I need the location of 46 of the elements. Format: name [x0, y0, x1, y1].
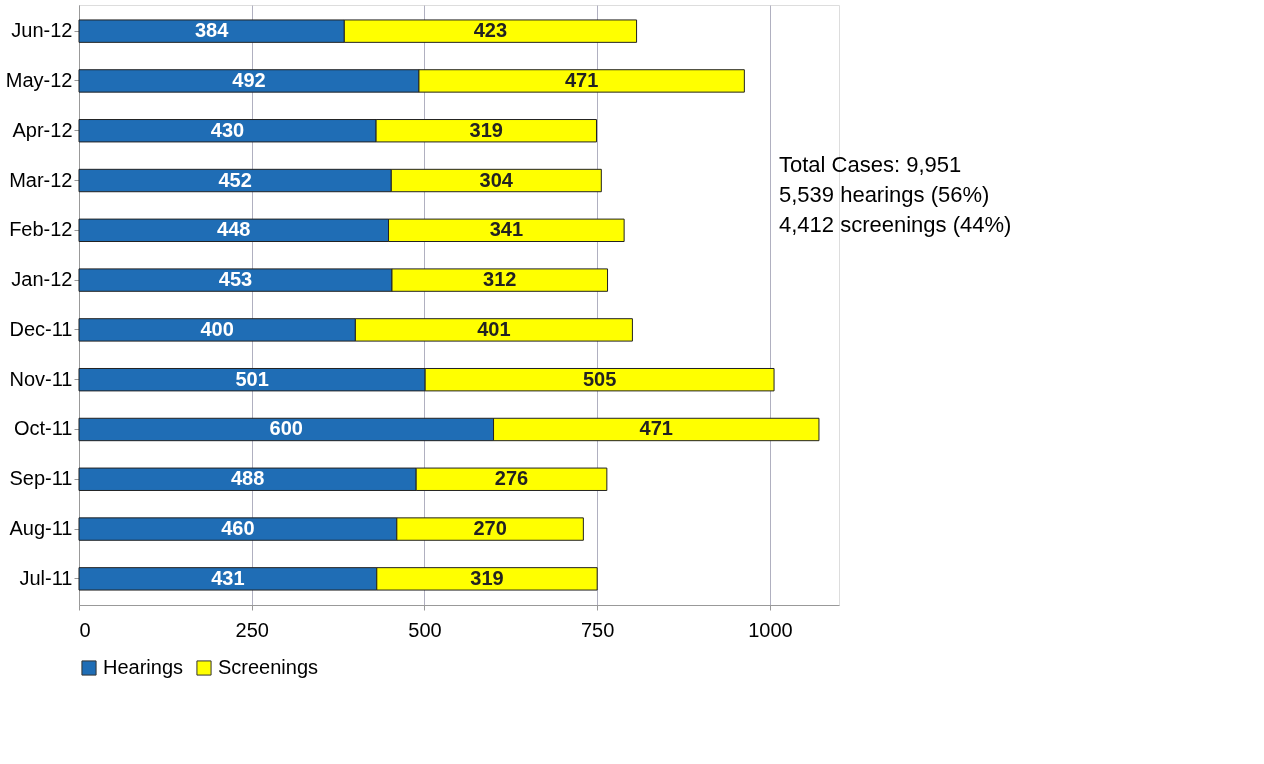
data-label: 276	[494, 467, 529, 490]
data-label: 453	[218, 268, 253, 291]
x-tick-label: 500	[408, 618, 442, 641]
y-tick-label: Apr-12	[12, 118, 73, 141]
y-tick-label: Aug-11	[9, 517, 73, 540]
y-tick-label: Jan-12	[11, 268, 73, 291]
data-label: 492	[232, 68, 266, 91]
y-tick-label: Feb-12	[9, 218, 73, 241]
data-label: 319	[469, 118, 503, 141]
legend-label: Hearings	[103, 656, 184, 678]
x-tick-label: 0	[79, 618, 91, 641]
x-tick-label: 1000	[748, 618, 793, 641]
data-label: 270	[473, 517, 507, 540]
y-tick-label: Dec-11	[9, 317, 73, 340]
y-tick-label: Oct-11	[13, 417, 73, 440]
y-tick-label: May-12	[5, 68, 73, 91]
data-label: 452	[218, 168, 252, 191]
data-label: 460	[221, 517, 255, 540]
y-tick-label: Mar-12	[9, 168, 73, 191]
data-label: 471	[564, 68, 599, 91]
legend-label: Screenings	[218, 656, 319, 678]
data-label: 431	[211, 566, 245, 589]
y-tick-label: Sep-11	[9, 467, 73, 490]
data-label: 488	[230, 467, 265, 490]
annotation: 4,412 screenings (44%)	[779, 212, 1012, 237]
data-label: 448	[217, 218, 251, 241]
data-label: 304	[479, 168, 514, 191]
annotation: Total Cases: 9,951	[779, 152, 962, 177]
data-label: 430	[210, 118, 245, 141]
data-label: 384	[194, 19, 230, 42]
data-label: 319	[470, 566, 504, 589]
data-label: 505	[582, 367, 617, 390]
data-label: 423	[473, 19, 508, 42]
data-label: 501	[235, 367, 269, 390]
data-label: 401	[477, 317, 511, 340]
y-tick-label: Nov-11	[9, 367, 73, 390]
data-label: 471	[639, 417, 673, 440]
data-label: 600	[269, 417, 303, 440]
x-tick-label: 750	[580, 618, 615, 641]
data-label: 341	[489, 218, 524, 241]
y-tick-label: Jul-11	[19, 566, 73, 589]
data-label: 400	[200, 317, 234, 340]
data-label: 312	[483, 268, 517, 291]
y-tick-label: Jun-12	[11, 19, 73, 42]
x-tick-label: 250	[235, 618, 269, 641]
annotation: 5,539 hearings (56%)	[779, 182, 990, 207]
